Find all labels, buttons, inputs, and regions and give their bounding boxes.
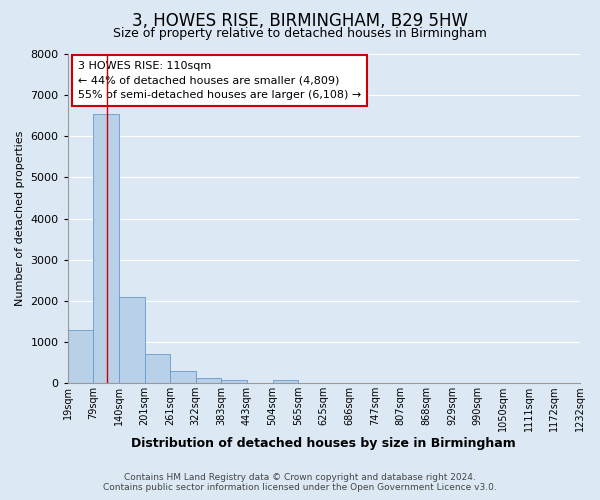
Y-axis label: Number of detached properties: Number of detached properties	[15, 131, 25, 306]
Text: 3 HOWES RISE: 110sqm
← 44% of detached houses are smaller (4,809)
55% of semi-de: 3 HOWES RISE: 110sqm ← 44% of detached h…	[78, 60, 361, 100]
Text: Contains HM Land Registry data © Crown copyright and database right 2024.
Contai: Contains HM Land Registry data © Crown c…	[103, 473, 497, 492]
Bar	[145, 354, 170, 383]
Bar	[94, 114, 119, 383]
Bar	[221, 380, 247, 383]
Text: Size of property relative to detached houses in Birmingham: Size of property relative to detached ho…	[113, 28, 487, 40]
Bar	[196, 378, 221, 383]
Bar	[119, 297, 145, 383]
Text: 3, HOWES RISE, BIRMINGHAM, B29 5HW: 3, HOWES RISE, BIRMINGHAM, B29 5HW	[132, 12, 468, 30]
Bar	[68, 330, 94, 383]
Bar	[272, 380, 298, 383]
Bar	[170, 371, 196, 383]
X-axis label: Distribution of detached houses by size in Birmingham: Distribution of detached houses by size …	[131, 437, 516, 450]
